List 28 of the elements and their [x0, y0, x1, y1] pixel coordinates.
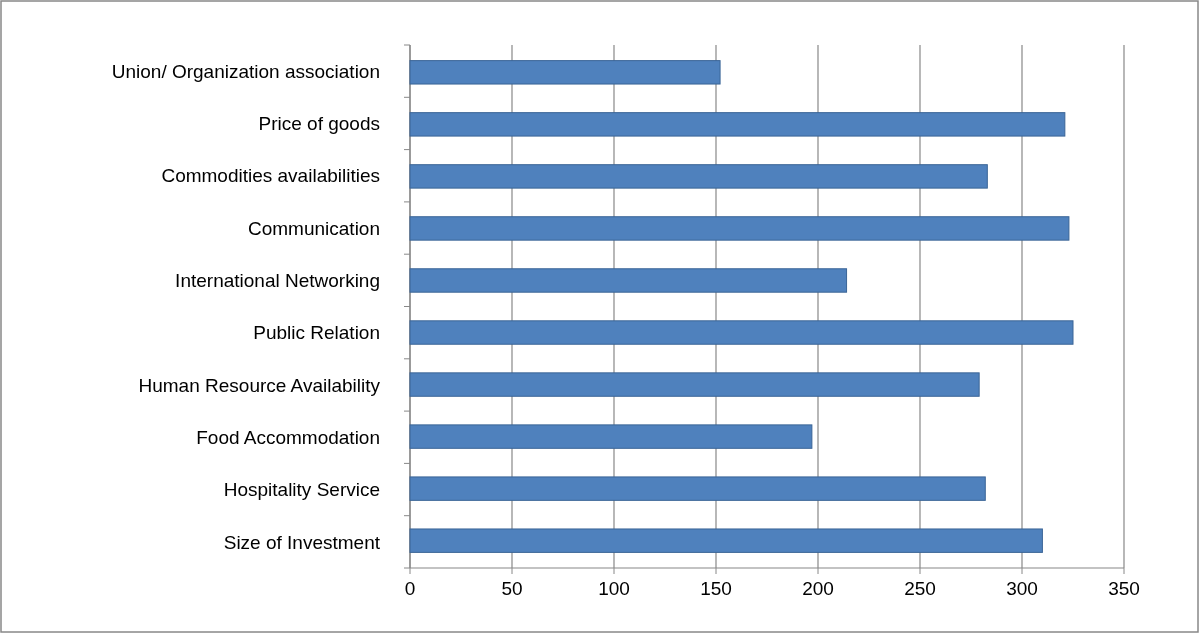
y-tick-label: Food Accommodation — [196, 426, 380, 448]
bar — [409, 112, 1066, 137]
x-tick-label: 200 — [802, 578, 834, 599]
y-tick-label: Human Resource Availability — [138, 374, 381, 396]
x-tick-label: 100 — [598, 578, 630, 599]
x-tick-label: 250 — [904, 578, 936, 599]
bar — [409, 372, 980, 397]
bar — [409, 268, 848, 293]
y-tick-label: Communication — [248, 217, 380, 239]
bar — [409, 320, 1074, 345]
bar — [409, 476, 986, 501]
bar — [409, 528, 1043, 553]
y-tick-label: Commodities availabilities — [161, 165, 380, 187]
y-tick-label: Size of Investment — [223, 531, 381, 553]
bar — [409, 164, 988, 189]
y-tick-label: Public Relation — [253, 322, 380, 344]
x-tick-label: 300 — [1006, 578, 1038, 599]
x-tick-label: 50 — [501, 578, 523, 599]
y-tick-label: Union/ Organization association — [111, 60, 380, 82]
y-tick-label: Hospitality Service — [223, 479, 380, 501]
y-tick-label: International Networking — [175, 270, 380, 291]
x-tick-label: 350 — [1108, 578, 1140, 599]
bar — [409, 424, 813, 449]
x-tick-label: 150 — [700, 578, 732, 599]
y-tick-label: Price of goods — [258, 113, 380, 135]
bar — [409, 60, 721, 85]
x-tick-label: 0 — [404, 578, 416, 599]
bar — [409, 216, 1070, 241]
